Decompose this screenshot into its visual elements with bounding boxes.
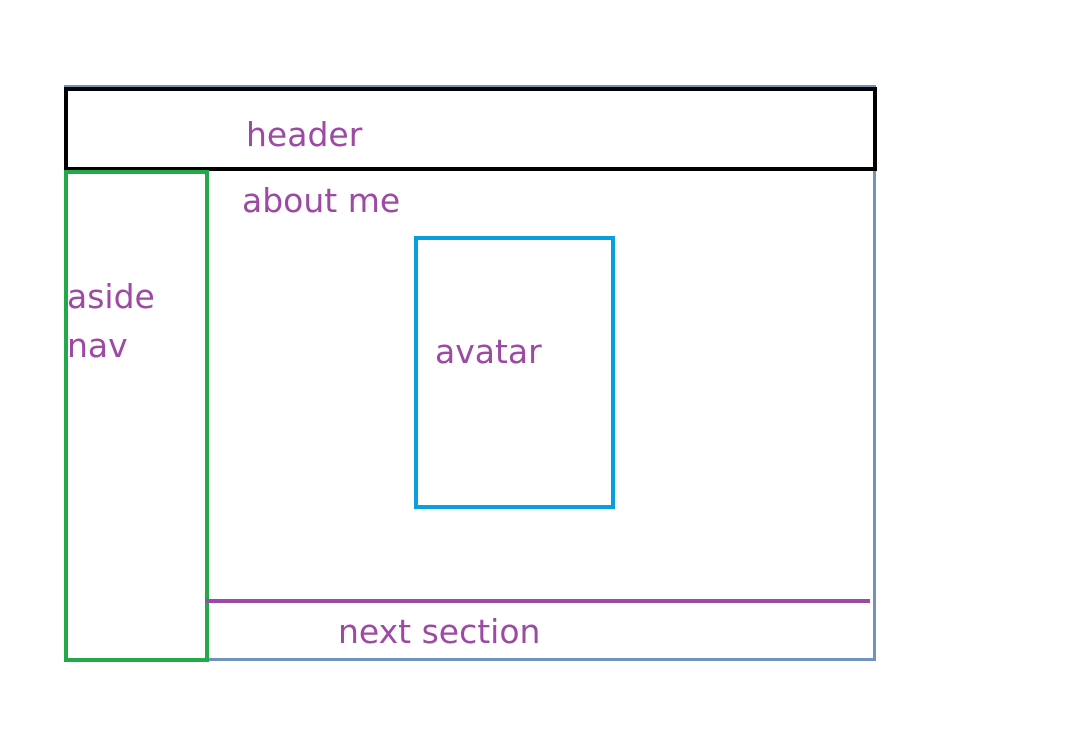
next-section-label: next section <box>338 612 541 651</box>
nav-label-line: nav <box>67 326 128 365</box>
section-divider <box>205 599 870 603</box>
avatar-label: avatar <box>435 332 542 371</box>
about-me-label: about me <box>242 181 401 220</box>
aside-label-line: aside <box>67 277 155 316</box>
header-region <box>64 87 877 171</box>
aside-nav-region <box>64 170 209 662</box>
avatar-region <box>414 236 615 509</box>
aside-nav-label: aside nav <box>67 272 187 370</box>
header-label: header <box>246 115 363 154</box>
